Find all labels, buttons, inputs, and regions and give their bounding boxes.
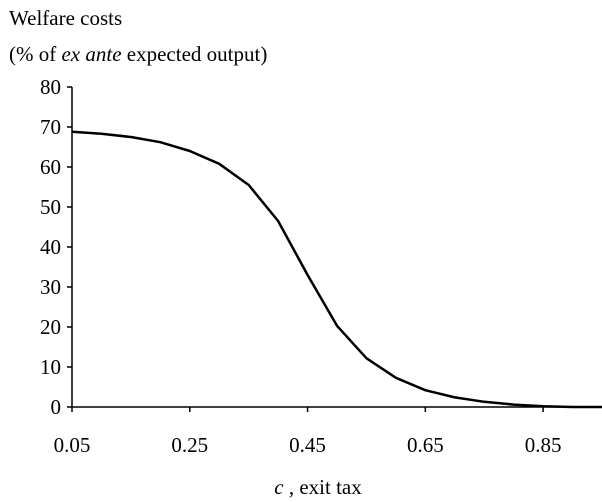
y-axis-title-line2: (% of ex ante expected output) [9,42,267,66]
y-tick-label: 40 [40,235,61,259]
data-point [71,131,73,133]
y-axis-title-line2-pre: (% of [9,42,61,66]
y-axis: 0 10 20 30 40 50 60 70 80 [40,75,73,419]
x-tick-label: 0.85 [525,433,562,457]
y-axis-title-line2-post: expected output) [122,42,268,66]
y-axis-title-line2-italic: ex ante [61,42,121,66]
data-point [247,184,250,186]
x-axis-title-italic: c [274,475,284,499]
data-point [188,150,191,152]
data-point [159,141,162,143]
data-point [100,133,103,135]
x-tick-label: 0.05 [54,433,91,457]
x-tick-label: 0.25 [171,433,208,457]
data-point [512,403,515,406]
data-point [571,406,574,408]
y-tick-label: 10 [40,355,61,379]
data-point [277,220,279,222]
series-group [71,130,602,409]
y-tick-label: 70 [40,115,61,139]
data-point [395,377,397,379]
y-tick-label: 0 [51,395,62,419]
y-axis-title-line1: Welfare costs [9,6,122,30]
data-point [365,357,368,360]
x-tick-label: 0.65 [407,433,444,457]
x-axis: 0.05 0.25 0.45 0.65 0.85 [54,406,602,457]
data-point [218,163,221,165]
y-tick-label: 30 [40,275,61,299]
y-tick-label: 50 [40,195,61,219]
data-point [542,405,544,408]
y-tick-label: 80 [40,75,61,99]
data-point [453,396,456,399]
x-tick-label: 0.45 [289,433,326,457]
data-point [306,274,309,276]
y-tick-label: 60 [40,155,61,179]
data-point [130,136,132,138]
y-tick-label: 20 [40,315,61,339]
data-point [483,401,486,403]
series-line [71,130,602,409]
data-point [424,389,427,392]
x-axis-title: c , exit tax [274,475,362,499]
x-axis-title-rest: , exit tax [284,475,363,499]
data-point [336,325,338,327]
